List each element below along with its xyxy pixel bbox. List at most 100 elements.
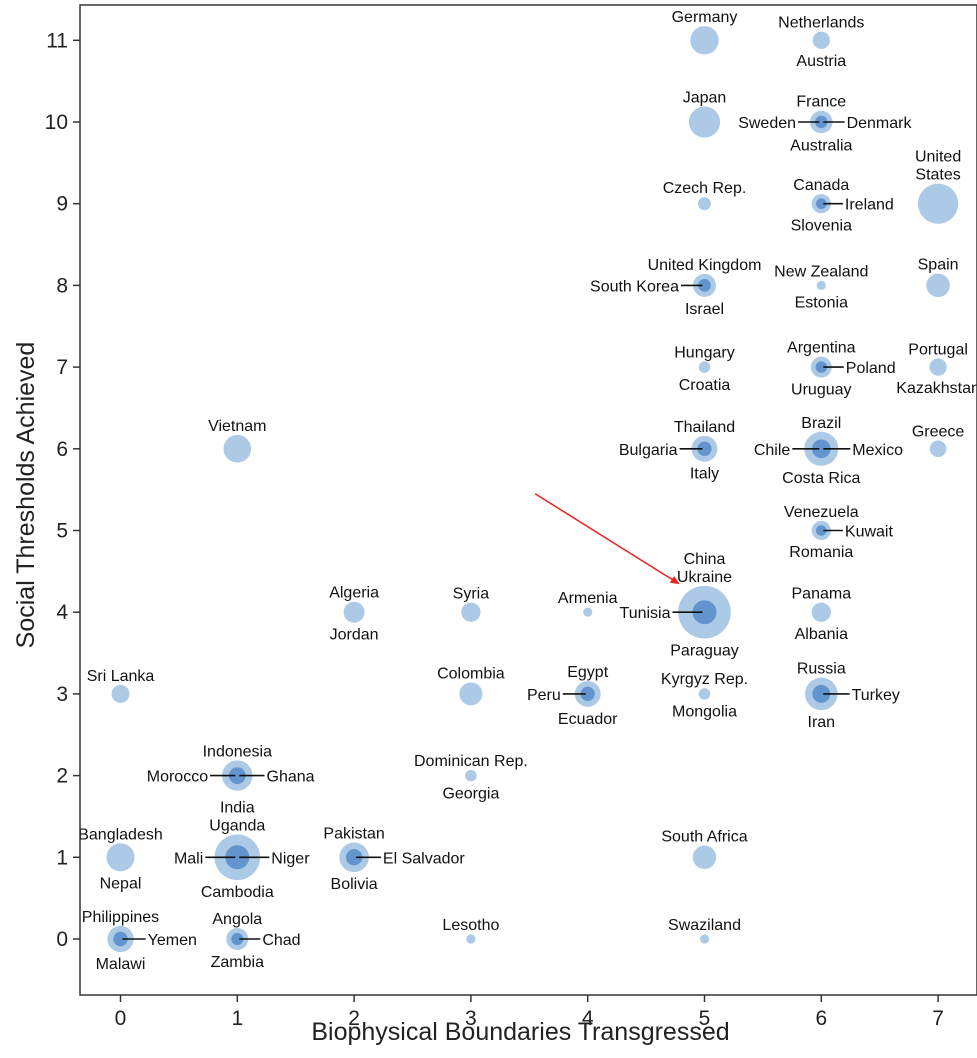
label-estonia: Estonia	[795, 294, 848, 311]
red-arrow-annotation	[534, 493, 680, 585]
bubble-south-africa	[692, 845, 717, 870]
plot-frame	[79, 4, 977, 996]
label-egypt: Egypt	[567, 664, 608, 681]
bubble-spain	[926, 273, 950, 298]
cluster-core	[812, 684, 831, 703]
label-germany: Germany	[672, 9, 738, 26]
y-tick-label: 1	[56, 846, 68, 869]
bubble-japan	[688, 106, 721, 138]
label-indonesia: Indonesia	[203, 743, 272, 760]
axes-layer	[79, 4, 977, 996]
label-poland: Poland	[846, 360, 896, 377]
cluster-core	[228, 767, 246, 784]
y-tick-label: 7	[56, 356, 68, 379]
label-albania: Albania	[795, 626, 848, 643]
cluster-core	[811, 439, 831, 459]
cluster-core	[816, 525, 827, 536]
label-zambia: Zambia	[211, 954, 264, 971]
label-china: China	[684, 551, 726, 568]
label-new-zealand: New Zealand	[774, 263, 868, 280]
label-austria: Austria	[796, 53, 846, 70]
label-hungary: Hungary	[674, 344, 734, 361]
label-denmark: Denmark	[847, 115, 913, 132]
label-mexico: Mexico	[852, 442, 903, 459]
y-tick-label: 8	[56, 274, 68, 297]
label-uruguay: Uruguay	[791, 382, 851, 399]
y-tick-label: 6	[56, 438, 68, 461]
y-tick-label: 9	[56, 193, 68, 216]
label-canada: Canada	[793, 177, 849, 194]
label-turkey: Turkey	[852, 687, 900, 704]
x-tick-label: 7	[932, 1007, 944, 1030]
label-argentina: Argentina	[787, 340, 856, 357]
bubble-colombia	[459, 682, 483, 706]
cluster-core	[225, 845, 250, 870]
label-malawi: Malawi	[96, 956, 146, 973]
cluster-core	[113, 931, 128, 947]
label-mali: Mali	[174, 850, 203, 867]
label-sweden: Sweden	[738, 115, 796, 132]
cluster-core	[697, 441, 712, 456]
label-philippines: Philippines	[82, 909, 159, 926]
label-peru: Peru	[527, 687, 561, 704]
label-uganda: Uganda	[209, 818, 265, 835]
label-venezuela: Venezuela	[784, 504, 859, 521]
cluster-core	[580, 686, 595, 702]
label-paraguay: Paraguay	[670, 643, 739, 660]
bubble-swaziland	[699, 934, 710, 944]
label-yemen: Yemen	[148, 932, 197, 949]
label-armenia: Armenia	[558, 590, 618, 607]
label-kazakhstan: Kazakhstan	[896, 380, 977, 397]
label-south-africa: South Africa	[661, 829, 747, 846]
label-kyrgyz-rep: Kyrgyz Rep.	[661, 671, 748, 688]
label-romania: Romania	[789, 544, 853, 561]
bubble-germany	[690, 26, 719, 55]
label-chile: Chile	[754, 442, 791, 459]
cluster-core	[815, 361, 828, 373]
bubble-syria	[461, 602, 481, 622]
label-vietnam: Vietnam	[208, 418, 266, 435]
label-slovenia: Slovenia	[791, 217, 852, 234]
x-tick-label: 0	[115, 1007, 127, 1030]
label-australia: Australia	[790, 137, 852, 154]
x-tick-label: 4	[582, 1007, 594, 1030]
label-nepal: Nepal	[100, 875, 142, 892]
bubble-hungary-croatia	[698, 361, 711, 373]
label-costa-rica: Costa Rica	[782, 470, 860, 487]
label-croatia: Croatia	[679, 377, 731, 394]
bubble-dominican-rep-georgia	[465, 769, 477, 782]
label-chad: Chad	[262, 932, 300, 949]
label-czech-rep: Czech Rep.	[663, 180, 747, 197]
bubble-vietnam	[223, 434, 252, 463]
label-tunisia: Tunisia	[620, 605, 671, 622]
label-lesotho: Lesotho	[442, 917, 499, 934]
label-bangladesh: Bangladesh	[78, 826, 163, 843]
label-georgia: Georgia	[442, 785, 499, 802]
label-united-kingdom: United Kingdom	[648, 257, 762, 274]
label-panama: Panama	[792, 586, 852, 603]
bubble-armenia	[583, 607, 593, 617]
label-ireland: Ireland	[845, 197, 894, 214]
label-thailand: Thailand	[674, 419, 735, 436]
label-bulgaria: Bulgaria	[619, 442, 678, 459]
cluster-core	[692, 600, 717, 625]
label-brazil: Brazil	[801, 415, 841, 432]
bubble-new-zealand-estonia	[816, 280, 826, 290]
x-tick-label: 3	[465, 1007, 477, 1030]
y-tick-label: 4	[56, 601, 68, 624]
y-tick-label: 11	[46, 29, 68, 52]
label-algeria: Algeria	[329, 585, 379, 602]
bubble-sri-lanka	[111, 684, 130, 703]
label-russia: Russia	[797, 661, 846, 678]
y-tick-label: 5	[56, 520, 68, 543]
label-dominican-rep: Dominican Rep.	[414, 753, 528, 770]
label-sri-lanka: Sri Lanka	[87, 668, 155, 685]
cluster-core	[231, 932, 244, 946]
x-tick-label: 2	[348, 1007, 360, 1030]
y-tick-label: 3	[56, 683, 68, 706]
label-ecuador: Ecuador	[558, 711, 618, 728]
bubble-czech-rep	[698, 197, 711, 211]
annotation-layer	[534, 493, 680, 585]
